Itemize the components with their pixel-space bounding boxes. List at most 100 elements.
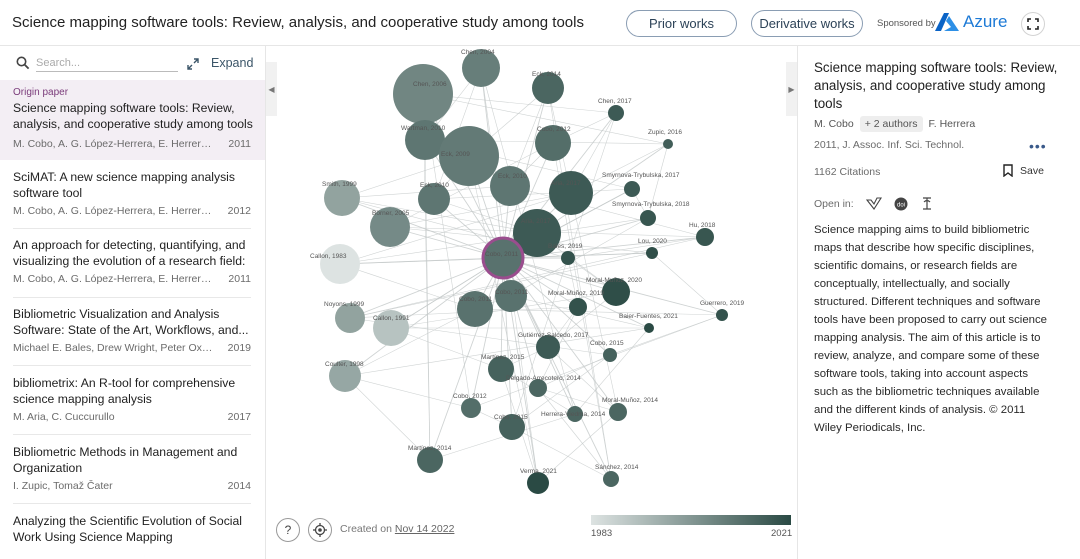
graph-node-circle[interactable] (646, 247, 658, 259)
more-options-icon[interactable]: ••• (1029, 138, 1047, 154)
graph-node-circle[interactable] (393, 64, 453, 124)
graph-node-circle[interactable] (536, 335, 560, 359)
recenter-button[interactable] (308, 518, 332, 542)
graph-node-circle[interactable] (373, 310, 409, 346)
graph-node[interactable]: Lou, 2020 (638, 238, 667, 259)
fullscreen-button[interactable] (1021, 12, 1045, 36)
graph-node[interactable]: Callon, 1991 (373, 310, 410, 346)
graph-node-circle[interactable] (329, 360, 361, 392)
graph-node[interactable]: Noyons, 1999 (324, 301, 365, 333)
graph-node[interactable]: Delgado-Arrecotero, 2014 (506, 375, 581, 397)
graph-node[interactable]: Aria, 2017 (549, 171, 593, 215)
graph-node[interactable]: Chen, 2004 (461, 49, 500, 87)
expand-icon[interactable] (186, 57, 200, 71)
graph-node[interactable]: Moral-Muñoz, 2014 (602, 397, 658, 421)
graph-node-circle[interactable] (644, 323, 654, 333)
graph-node-circle[interactable] (495, 280, 527, 312)
graph-node[interactable]: Callon, 1983 (310, 244, 360, 284)
graph-node[interactable]: Chen, 2006 (393, 64, 453, 124)
expand-button[interactable]: Expand (211, 56, 254, 70)
graph-node[interactable]: Guerrero, 2019 (700, 300, 744, 321)
graph-node[interactable]: Chen, 2017 (598, 98, 632, 121)
graph-canvas[interactable]: Chen, 2006 Chen, 2004 Eck, 2014 Chen, 2017 W… (266, 46, 797, 506)
graph-node-circle[interactable] (529, 379, 547, 397)
graph-node-circle[interactable] (716, 309, 728, 321)
graph-node-circle[interactable] (461, 398, 481, 418)
graph-node[interactable]: Moral-Muñoz, 2019 (548, 290, 604, 316)
paper-card-origin[interactable]: Origin paper Science mapping software to… (0, 80, 265, 160)
graph-node-circle[interactable] (561, 251, 575, 265)
first-author-link[interactable]: M. Cobo (814, 118, 854, 130)
graph-node-circle[interactable] (499, 414, 525, 440)
graph-node[interactable]: Cobo, 2012 (535, 125, 571, 161)
graph-node[interactable]: Cobo, 2011 (481, 236, 525, 280)
paper-card[interactable]: An approach for detecting, quantifying, … (0, 238, 265, 294)
collapse-right-toggle[interactable]: ▶ (786, 62, 797, 116)
graph-node-circle[interactable] (535, 125, 571, 161)
collapse-left-toggle[interactable]: ◀ (266, 62, 277, 116)
graph-node[interactable]: Wartman, 2010 (401, 120, 446, 160)
graph-node-circle[interactable] (624, 181, 640, 197)
graph-node-circle[interactable] (320, 244, 360, 284)
graph-node-circle[interactable] (481, 236, 525, 280)
graph-node[interactable]: Baier-Fuentes, 2021 (619, 313, 678, 333)
graph-node-circle[interactable] (609, 403, 627, 421)
graph-node[interactable]: Cobo, 2015 (590, 340, 624, 362)
graph-node-circle[interactable] (640, 210, 656, 226)
graph-node[interactable]: Smith, 1999 (322, 180, 360, 216)
graph-node[interactable]: Cobo, 2011 (495, 280, 529, 312)
graph-node[interactable]: Eck, 2010 (490, 166, 530, 206)
graph-node[interactable]: Sánchez, 2014 (595, 464, 639, 487)
paper-card[interactable]: SciMAT: A new science mapping analysis s… (0, 170, 265, 226)
graph-node-circle[interactable] (335, 303, 365, 333)
graph-node[interactable]: Smyrnova-Trybulska, 2017 (602, 172, 680, 197)
graph-node-circle[interactable] (405, 120, 445, 160)
graph-node[interactable]: Hu, 2018 (689, 222, 716, 246)
citation-graph[interactable]: ◀ ▶ Chen, 2006 Chen, 2004 Eck, 2014 Chen, 2… (266, 46, 797, 559)
graph-node-circle[interactable] (513, 209, 561, 257)
graph-node[interactable]: Bales, 2019 (548, 243, 583, 265)
semantic-scholar-icon[interactable] (865, 196, 882, 211)
graph-node[interactable]: Herrera-Viedma, 2014 (541, 406, 606, 422)
graph-node-circle[interactable] (608, 105, 624, 121)
created-date-link[interactable]: Nov 14 2022 (394, 523, 455, 535)
graph-node[interactable]: Cobo, 2011 (457, 291, 493, 327)
graph-node-circle[interactable] (567, 406, 583, 422)
graph-node-circle[interactable] (439, 126, 499, 186)
graph-node[interactable]: Eck, 2014 (532, 71, 564, 104)
graph-node[interactable]: Cobo, 2015 (494, 414, 528, 440)
more-authors-button[interactable]: + 2 authors (859, 116, 923, 132)
graph-node[interactable]: Moral-Muñoz, 2020 (586, 277, 642, 306)
graph-node[interactable]: Eck, 2010 (418, 182, 450, 215)
graph-node-circle[interactable] (462, 49, 500, 87)
graph-node-circle[interactable] (696, 228, 714, 246)
graph-node-circle[interactable] (603, 348, 617, 362)
graph-node[interactable]: Börner, 2005 (370, 207, 410, 247)
paper-card[interactable]: Bibliometric Methods in Management and O… (0, 445, 265, 501)
prior-works-button[interactable]: Prior works (626, 10, 737, 37)
graph-node-circle[interactable] (417, 447, 443, 473)
graph-node-circle[interactable] (532, 72, 564, 104)
graph-node[interactable]: Zupic, 2016 (648, 129, 682, 149)
graph-node-circle[interactable] (603, 471, 619, 487)
graph-node-circle[interactable] (527, 472, 549, 494)
help-button[interactable]: ? (276, 518, 300, 542)
graph-node[interactable]: Aria, 2017 (513, 209, 561, 257)
graph-node[interactable]: Verma, 2021 (520, 468, 557, 494)
save-button[interactable]: Save (1003, 164, 1044, 177)
graph-node[interactable]: Eck, 2009 (439, 126, 499, 186)
graph-node-circle[interactable] (490, 166, 530, 206)
doi-icon[interactable]: doi (894, 197, 908, 211)
graph-node[interactable]: Gutiérrez-Salcedo, 2017 (518, 332, 589, 359)
paper-card[interactable]: Bibliometric Visualization and Analysis … (0, 307, 265, 363)
graph-node-circle[interactable] (418, 183, 450, 215)
graph-node-circle[interactable] (370, 207, 410, 247)
graph-node-circle[interactable] (602, 278, 630, 306)
derivative-works-button[interactable]: Derivative works (751, 10, 863, 37)
graph-node[interactable]: Coulter, 1998 (325, 360, 364, 392)
graph-node-circle[interactable] (663, 139, 673, 149)
graph-node[interactable]: Cobo, 2012 (453, 393, 487, 418)
graph-node-circle[interactable] (488, 356, 514, 382)
graph-node-circle[interactable] (457, 291, 493, 327)
graph-node-circle[interactable] (569, 298, 587, 316)
